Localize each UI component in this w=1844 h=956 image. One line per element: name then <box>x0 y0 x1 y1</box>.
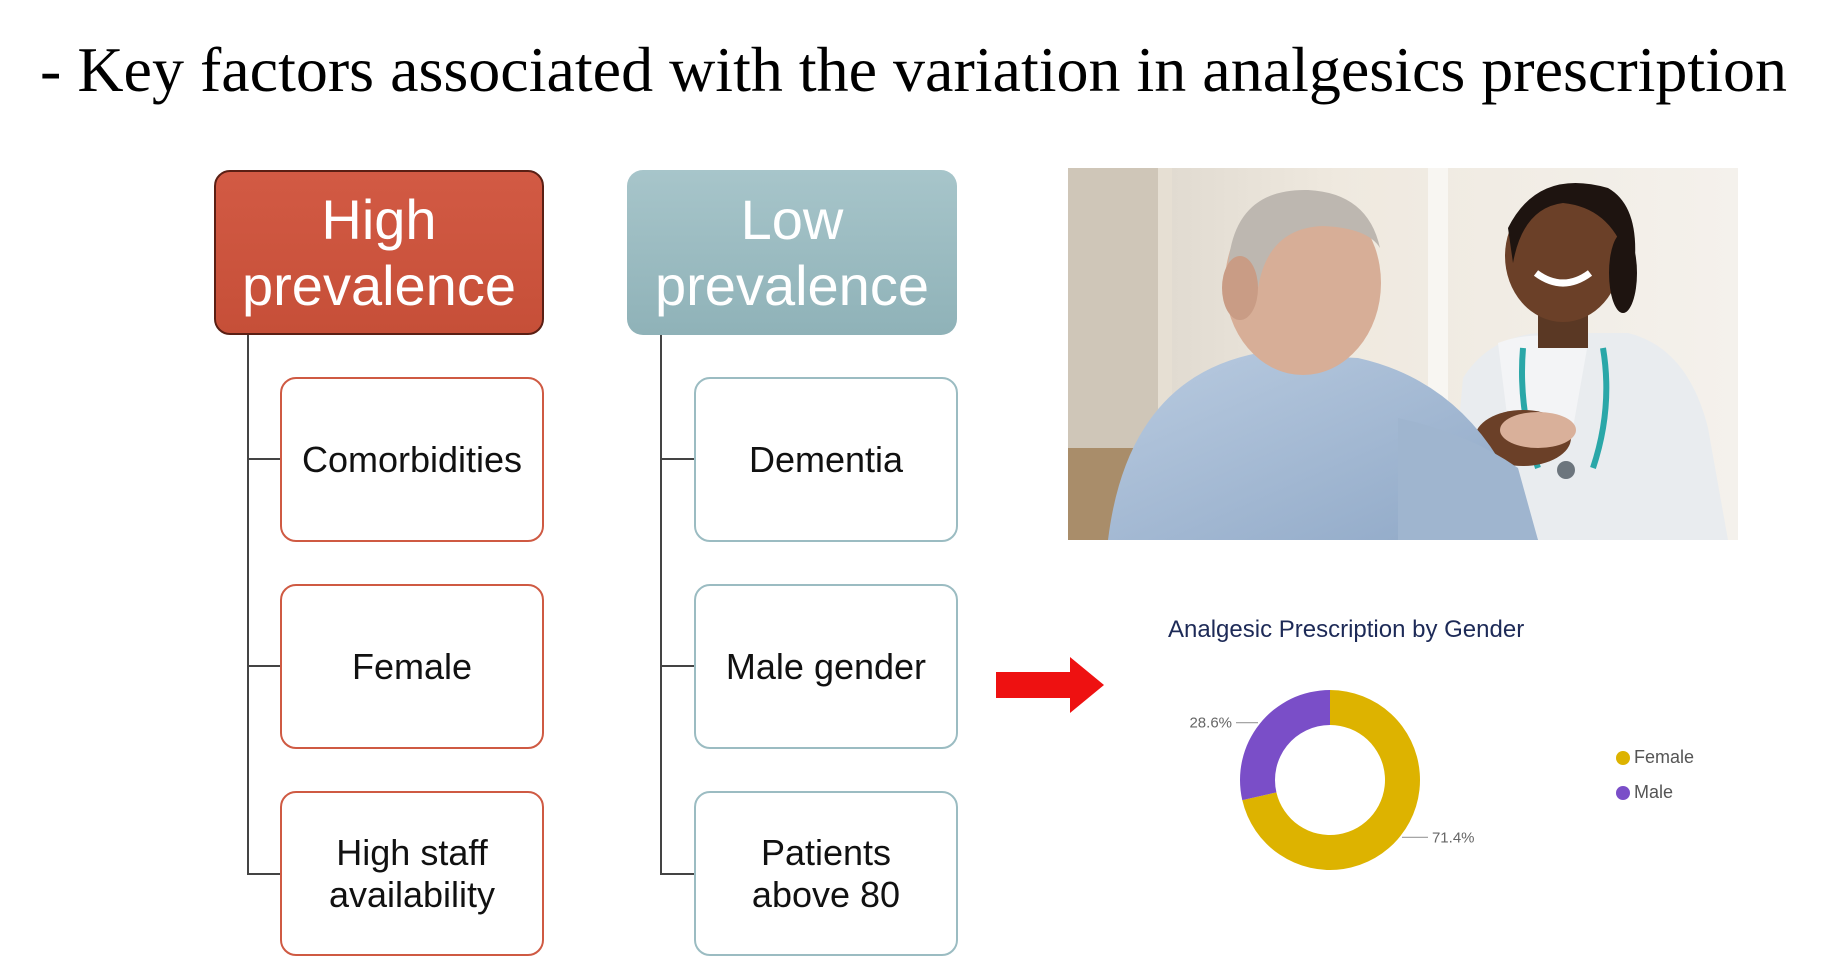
slide-title: - Key factors associated with the variat… <box>40 34 1787 105</box>
low-factor-dementia: Dementia <box>694 377 958 542</box>
legend-label: Male <box>1634 782 1674 802</box>
high-branch-connector-2 <box>247 665 280 667</box>
donut-chart: 71.4% 28.6% <box>1189 690 1475 870</box>
low-branch-connector-3 <box>660 873 694 875</box>
low-branch-connector-1 <box>660 458 694 460</box>
legend-item-female: Female <box>1616 740 1694 775</box>
legend-swatch <box>1616 785 1630 800</box>
high-prevalence-header: High prevalence <box>214 170 544 335</box>
legend-item-male: Male <box>1616 775 1694 810</box>
high-factor-staff-availability: High staff availability <box>280 791 544 956</box>
high-factor-comorbidities: Comorbidities <box>280 377 544 542</box>
high-tree-connector <box>247 335 249 875</box>
donut-slice-male <box>1240 690 1330 801</box>
high-branch-connector-3 <box>247 873 280 875</box>
legend-label: Female <box>1634 747 1695 767</box>
caregiver-patient-photo <box>1068 168 1738 540</box>
low-prevalence-header: Low prevalence <box>627 170 957 335</box>
low-tree-connector <box>660 335 662 875</box>
data-label-male: 28.6% <box>1189 715 1232 732</box>
donut-slice-female <box>1242 690 1420 870</box>
high-factor-female: Female <box>280 584 544 749</box>
high-branch-connector-1 <box>247 458 280 460</box>
low-branch-connector-2 <box>660 665 694 667</box>
chart-title: Analgesic Prescription by Gender <box>1168 616 1525 643</box>
right-arrow-icon <box>996 655 1106 720</box>
legend-swatch <box>1616 750 1630 765</box>
low-factor-male-gender: Male gender <box>694 584 958 749</box>
low-factor-patients-above-80: Patients above 80 <box>694 791 958 956</box>
data-label-female: 71.4% <box>1432 829 1475 846</box>
chart-legend: Female Male <box>1616 740 1694 810</box>
